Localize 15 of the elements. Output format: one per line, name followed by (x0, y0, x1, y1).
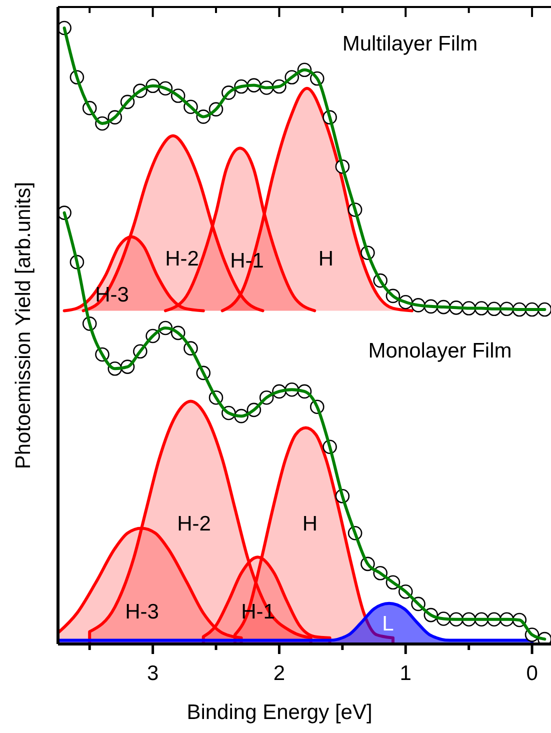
x-tick-label: 2 (273, 662, 286, 685)
annotation: H-2 (177, 512, 211, 536)
annotation: Multilayer Film (342, 32, 478, 56)
x-tick-label: 3 (146, 662, 159, 685)
annotation: L (382, 612, 394, 636)
annotation: H-1 (241, 600, 275, 624)
y-axis-title: Photoemission Yield [arb.units] (12, 182, 35, 470)
annotation: H-3 (125, 600, 159, 624)
annotation: H-2 (165, 248, 199, 271)
x-tick-label: 0 (526, 662, 538, 685)
x-axis-title: Binding Energy [eV] (186, 701, 372, 724)
annotation: H (318, 248, 334, 271)
x-tick-label: 1 (400, 662, 412, 685)
annotation: H (302, 512, 318, 536)
annotation: Monolayer Film (368, 340, 512, 363)
